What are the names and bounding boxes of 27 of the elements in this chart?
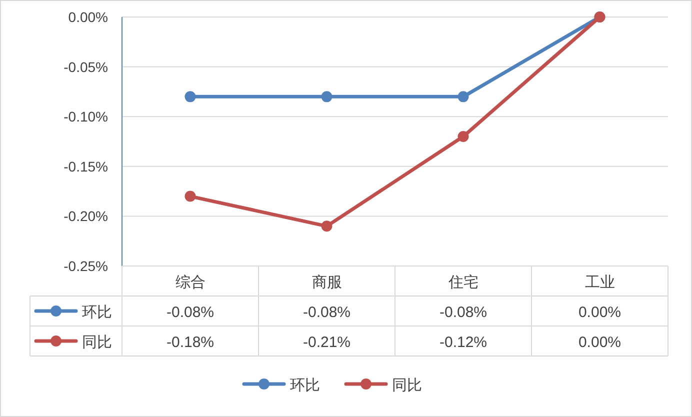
y-tick-label: -0.05%: [64, 58, 108, 75]
y-tick-label: -0.10%: [64, 108, 108, 125]
y-tick-label: 0.00%: [68, 9, 108, 25]
data-label: -0.12%: [439, 334, 488, 351]
data-label: -0.08%: [302, 304, 351, 321]
data-label: 0.00%: [578, 304, 622, 321]
x-tick-label: 综合: [175, 274, 206, 291]
data-label: -0.08%: [439, 304, 488, 321]
point: [184, 91, 196, 102]
y-tick-label: -0.25%: [64, 258, 108, 274]
point: [458, 91, 469, 102]
point: [321, 91, 332, 102]
data-label: 0.00%: [578, 334, 622, 351]
point: [458, 131, 469, 142]
x-tick-label: 住宅: [447, 274, 478, 291]
legend-label: 环比: [82, 304, 112, 321]
data-label: -0.18%: [166, 334, 214, 351]
y-tick-label: -0.20%: [64, 208, 108, 224]
legend-label: 同比: [82, 334, 112, 351]
y-tick-label: -0.15%: [64, 158, 108, 174]
legend: 环比 同比: [242, 377, 422, 394]
x-tick-label: 商服: [312, 274, 342, 291]
data-label: -0.08%: [166, 304, 214, 321]
point: [321, 220, 332, 232]
x-tick-label: 工业: [584, 274, 615, 291]
point: [184, 190, 196, 202]
data-label: -0.21%: [302, 334, 351, 351]
